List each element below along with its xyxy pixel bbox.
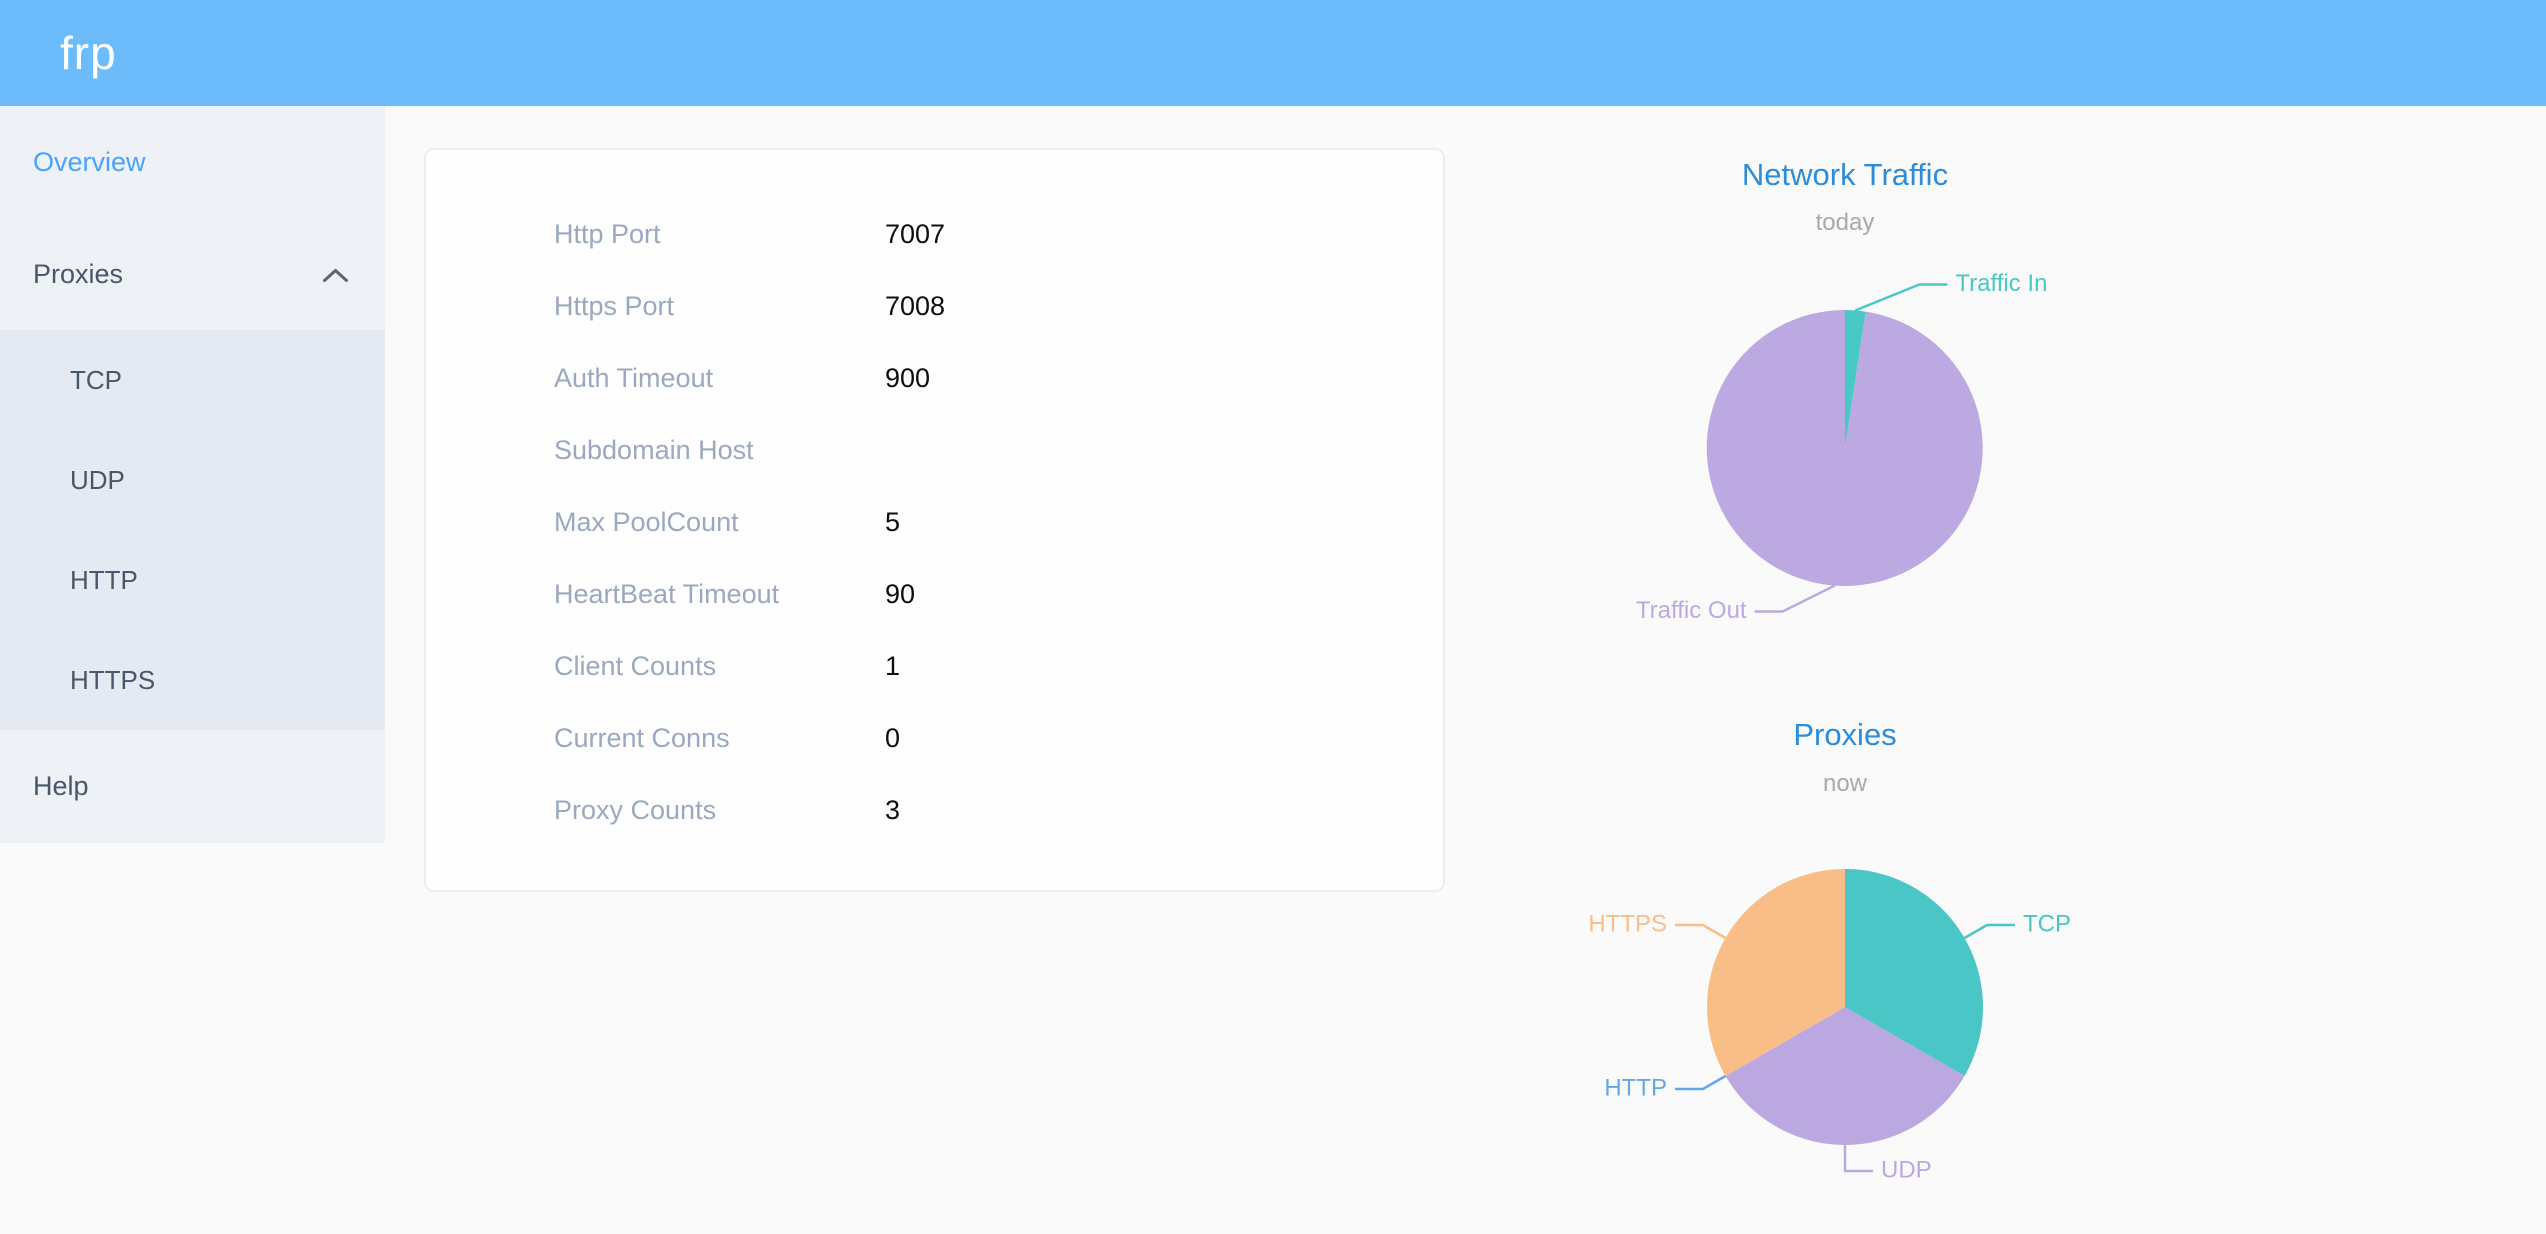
- sidebar-item-overview-label: Overview: [33, 147, 146, 177]
- sidebar-item-http[interactable]: HTTP: [70, 565, 138, 595]
- app-header: frp: [0, 0, 2546, 106]
- pie-slice-traffic-out: [1706, 309, 1983, 586]
- sidebar-item-udp[interactable]: UDP: [70, 465, 125, 495]
- sidebar-item-overview[interactable]: Overview: [0, 106, 385, 218]
- pie-slice-traffic-in: [1845, 310, 1866, 448]
- pie-label-line-traffic-out: [1754, 584, 1836, 613]
- chart-title-proxies: Proxies: [1793, 717, 1897, 752]
- pie-slice-udp: [1725, 1007, 1965, 1145]
- info-row-value: 0: [885, 722, 901, 753]
- info-row: Proxy Counts 3: [426, 774, 1443, 846]
- info-row-label: Client Counts: [554, 650, 717, 681]
- pie-label-http: HTTP: [1604, 1074, 1667, 1101]
- info-row: Max PoolCount 5: [426, 486, 1443, 558]
- pie-label-line-udp: [1843, 1145, 1873, 1173]
- server-info-card: Http Port 7007 Https Port 7008 Auth Timeout 9…: [424, 148, 1445, 892]
- pie-label-line-https: [1675, 923, 1727, 940]
- info-row-value: 3: [885, 794, 901, 825]
- pie-label-udp: UDP: [1881, 1156, 1932, 1183]
- network-traffic-pie: Traffic In Traffic Out: [1636, 270, 2048, 624]
- info-row: HeartBeat Timeout 90: [426, 558, 1443, 630]
- info-row-value: 7007: [885, 218, 946, 249]
- info-row: Auth Timeout 900: [426, 342, 1443, 414]
- info-row-value: 7008: [885, 290, 946, 321]
- info-row-label: Https Port: [554, 290, 675, 321]
- pie-label-line-tcp: [1963, 923, 2015, 940]
- sidebar-item-help-label: Help: [33, 771, 89, 801]
- info-row: Https Port 7008: [426, 270, 1443, 342]
- info-row-label: Max PoolCount: [554, 506, 739, 537]
- info-row-value: 1: [885, 650, 901, 681]
- proxies-submenu: TCP UDP HTTP HTTPS: [0, 330, 385, 730]
- sidebar-item-proxies[interactable]: Proxies: [0, 218, 385, 330]
- sidebar-item-https[interactable]: HTTPS: [70, 665, 156, 695]
- sidebar-item-help[interactable]: Help: [0, 730, 385, 842]
- sidebar-item-proxies-label: Proxies: [33, 259, 124, 289]
- info-row: Http Port 7007: [426, 198, 1443, 270]
- pie-label-traffic-out: Traffic Out: [1636, 597, 1747, 624]
- info-row-label: Current Conns: [554, 722, 730, 753]
- info-row-label: Proxy Counts: [554, 794, 717, 825]
- proxies-chart: TCP UDP HTTP HTTPS Proxies now: [1445, 660, 2245, 1234]
- sidebar: Overview Proxies TCP UDP HTTP HTTPS Help: [0, 106, 385, 843]
- info-row: Client Counts 1: [426, 630, 1443, 702]
- info-row-label: HeartBeat Timeout: [554, 578, 780, 609]
- chart-subtitle-today: today: [1815, 209, 1875, 236]
- sidebar-item-tcp[interactable]: TCP: [70, 365, 122, 395]
- info-row-value: 90: [885, 578, 916, 609]
- info-row-label: Subdomain Host: [554, 434, 754, 465]
- chevron-up-icon[interactable]: [322, 268, 349, 283]
- proxies-pie: TCP UDP HTTP HTTPS: [1588, 869, 2071, 1183]
- pie-label-traffic-in: Traffic In: [1955, 270, 2047, 297]
- chart-subtitle-now: now: [1822, 770, 1868, 797]
- pie-slice-tcp: [1845, 869, 1983, 1076]
- pie-label-line-traffic-in: [1854, 283, 1948, 312]
- info-row-value: 900: [885, 362, 931, 393]
- pie-slice-https: [1707, 869, 1845, 1076]
- network-traffic-chart: Traffic In Traffic Out Network Traffic to…: [1445, 120, 2245, 665]
- chart-title-network-traffic: Network Traffic: [1741, 157, 1949, 192]
- pie-label-tcp: TCP: [2023, 910, 2071, 937]
- server-info-rows: Http Port 7007 Https Port 7008 Auth Timeout 9…: [426, 198, 1443, 846]
- info-row-value: 5: [885, 506, 901, 537]
- info-row: Subdomain Host: [426, 414, 1443, 486]
- app-logo: frp: [60, 27, 117, 79]
- pie-label-line-http: [1675, 1074, 1727, 1091]
- info-row-label: Auth Timeout: [554, 362, 714, 393]
- info-row-label: Http Port: [554, 218, 661, 249]
- info-row: Current Conns 0: [426, 702, 1443, 774]
- pie-label-https: HTTPS: [1588, 910, 1667, 937]
